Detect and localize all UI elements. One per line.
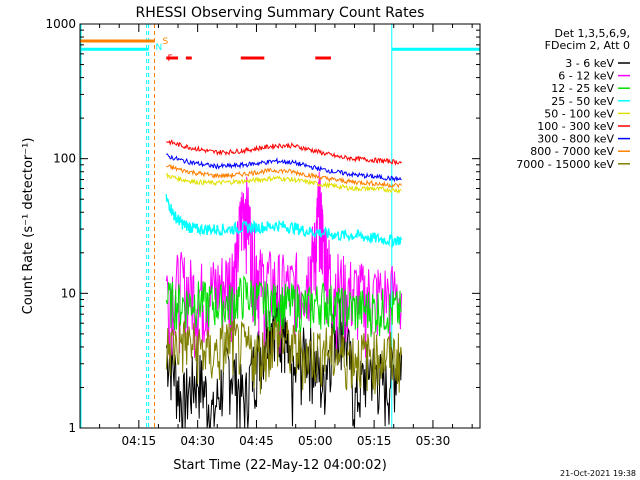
flag-label-s: S bbox=[163, 37, 169, 47]
y-tick-label: 1 bbox=[68, 421, 76, 435]
flag-label-f: F bbox=[168, 54, 173, 64]
legend-entry-label: 800 - 7000 keV bbox=[530, 145, 614, 158]
legend-entry-label: 25 - 50 keV bbox=[551, 95, 614, 108]
series-line-4 bbox=[165, 172, 402, 194]
x-tick-label: 05:15 bbox=[357, 434, 392, 448]
legend-header-line: FDecim 2, Att 0 bbox=[545, 39, 630, 52]
series-line-8 bbox=[165, 318, 403, 395]
series-line-6 bbox=[166, 153, 402, 183]
legend: Det 1,3,5,6,9,FDecim 2, Att 0 3 - 6 keV6 … bbox=[516, 27, 630, 171]
x-tick-label: 04:15 bbox=[122, 434, 157, 448]
y-tick-label: 100 bbox=[53, 152, 76, 166]
legend-header-line: Det 1,3,5,6,9, bbox=[554, 27, 630, 40]
series-line-5 bbox=[166, 139, 402, 167]
legend-entry-label: 7000 - 15000 keV bbox=[516, 158, 614, 171]
x-axis-title: Start Time (22-May-12 04:00:02) bbox=[173, 458, 387, 473]
series-line-2 bbox=[165, 275, 403, 338]
legend-entry-label: 12 - 25 keV bbox=[551, 82, 614, 95]
flag-bars: SNF bbox=[80, 37, 331, 64]
y-axis: 1 10 100 1000 bbox=[45, 17, 480, 435]
legend-entry-label: 300 - 800 keV bbox=[537, 133, 614, 146]
chart-title: RHESSI Observing Summary Count Rates bbox=[136, 5, 425, 21]
legend-entry-label: 50 - 100 keV bbox=[544, 107, 614, 120]
legend-entry-label: 3 - 6 keV bbox=[565, 57, 614, 70]
legend-entry-label: 100 - 300 keV bbox=[537, 120, 614, 133]
y-tick-label: 1000 bbox=[45, 17, 76, 31]
flag-label-n: N bbox=[156, 43, 163, 53]
y-tick-label: 10 bbox=[61, 286, 76, 300]
series-line-3 bbox=[165, 194, 403, 249]
saa-intervals bbox=[80, 24, 480, 428]
footer-date: 21-Oct-2021 19:38 bbox=[560, 469, 636, 478]
x-tick-label: 05:30 bbox=[416, 434, 451, 448]
x-tick-label: 04:45 bbox=[239, 434, 274, 448]
x-axis: 04:15 04:30 04:45 05:00 05:15 05:30 bbox=[79, 24, 473, 448]
series-line-0 bbox=[165, 285, 403, 429]
series-lines bbox=[165, 139, 403, 429]
y-axis-title: Count Rate (s⁻¹ detector⁻¹) bbox=[21, 138, 36, 315]
legend-entry-label: 6 - 12 keV bbox=[558, 70, 614, 83]
plot-frame bbox=[79, 23, 481, 429]
x-tick-label: 05:00 bbox=[298, 434, 333, 448]
x-tick-label: 04:30 bbox=[180, 434, 215, 448]
series-line-7 bbox=[166, 164, 402, 189]
night-boundaries bbox=[146, 24, 156, 428]
